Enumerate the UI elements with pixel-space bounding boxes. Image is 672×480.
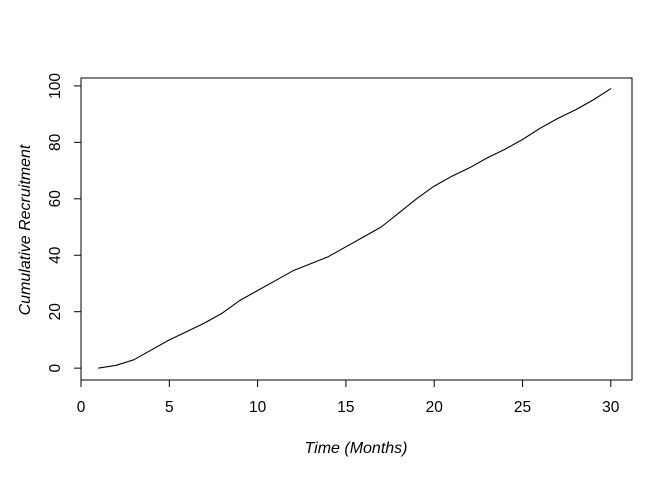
y-tick-label: 100 [47, 73, 64, 99]
x-tick-label: 5 [165, 399, 174, 416]
x-tick-label: 0 [77, 399, 86, 416]
cumulative-recruitment-line [98, 88, 612, 369]
x-tick-label: 20 [426, 399, 444, 416]
y-tick-label: 20 [47, 303, 64, 321]
x-tick-label: 15 [337, 399, 354, 416]
x-tick-label: 25 [514, 399, 531, 416]
x-tick-label: 10 [249, 399, 267, 416]
plot-box [80, 77, 633, 381]
y-tick-label: 40 [47, 246, 64, 264]
y-tick-label: 60 [47, 190, 64, 208]
y-tick-label: 80 [47, 133, 64, 151]
y-tick-label: 0 [47, 363, 64, 372]
x-tick-label: 30 [602, 399, 620, 416]
